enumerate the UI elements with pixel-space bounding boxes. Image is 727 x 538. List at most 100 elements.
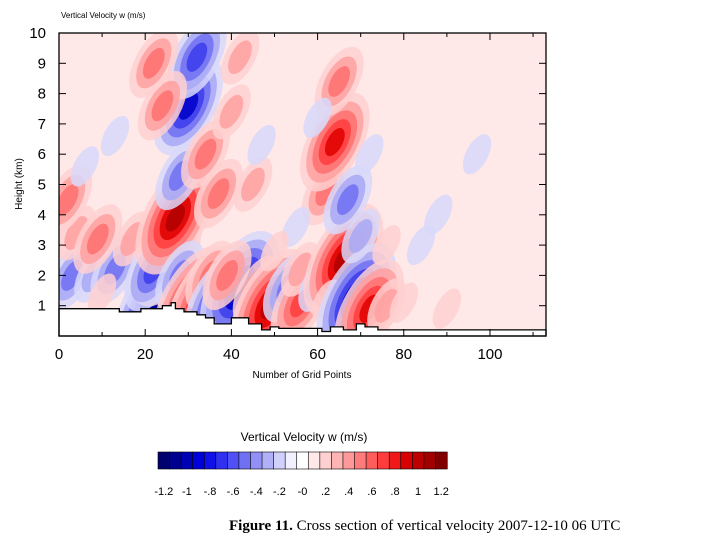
velocity-cell-54: [424, 194, 453, 235]
colorbar-title: Vertical Velocity w (m/s): [241, 430, 368, 444]
y-tick-label: 2: [38, 267, 46, 284]
x-tick-label: 20: [137, 346, 154, 363]
velocity-cell-20: [216, 259, 238, 291]
figure-caption: Figure 11. Cross section of vertical vel…: [229, 518, 620, 534]
colorbar-cell: [342, 451, 356, 470]
colorbar-cell: [284, 451, 298, 470]
velocity-cell-35: [186, 42, 208, 72]
velocity-cell-41: [219, 94, 244, 129]
velocity-cell-38: [142, 47, 165, 79]
velocity-cell-55: [462, 134, 492, 175]
velocity-cell-47: [328, 66, 350, 97]
caption-label: Figure 11.: [229, 518, 293, 534]
velocity-cell-39: [194, 138, 217, 170]
velocity-cell-40: [207, 178, 230, 210]
velocity-cell-51: [348, 219, 373, 253]
x-tick-label: 100: [477, 346, 502, 363]
x-tick-label: 0: [55, 346, 63, 363]
colorbar-tick-label: -.4: [250, 486, 263, 498]
velocity-cell-44: [247, 124, 276, 166]
velocity-cell-7: [59, 184, 79, 216]
colorbar-cell: [180, 451, 194, 470]
velocity-cell-48: [303, 97, 332, 138]
colorbar-cell: [423, 451, 437, 470]
colorbar-tick-label: -1: [182, 486, 192, 498]
colorbar-tick-label: 1.2: [434, 486, 449, 498]
y-tick-label: 6: [38, 146, 46, 163]
x-tick-label: 60: [309, 346, 326, 363]
colorbar-labels: -1.2 -1 -.8 -.6 -.4 -.2 -0 .2 .4 .6 .8 1 1.2: [154, 486, 449, 498]
y-tick-label: 8: [38, 86, 46, 103]
velocity-cell-25: [288, 252, 313, 287]
velocity-cell-13: [165, 204, 186, 232]
colorbar-cell: [238, 451, 252, 470]
velocity-cell-53: [406, 225, 436, 266]
velocity-cell-5: [86, 223, 109, 255]
y-tick-label: 7: [38, 116, 46, 133]
y-tick-label: 10: [29, 25, 46, 42]
velocity-cell-4: [64, 216, 89, 250]
colorbar-cell: [435, 451, 448, 470]
colorbar-tick-label: .6: [367, 486, 376, 498]
velocity-cell-34: [178, 91, 199, 120]
colorbar-tick-label: -.6: [227, 486, 240, 498]
colorbar-tick-label: -1.2: [154, 486, 173, 498]
colorbar-cell: [354, 451, 367, 470]
colorbar: Vertical Velocity w (m/s) -1.2 -1 -.8 -.6 -.…: [154, 430, 449, 498]
x-axis: 0 20 40 60 80 100: [55, 33, 534, 363]
colorbar-tick-label: 1: [415, 486, 421, 498]
velocity-cell-31: [374, 288, 399, 323]
x-tick-label: 80: [395, 346, 412, 363]
colorbar-tick-label: .2: [321, 486, 330, 498]
colorbar-tick-label: .4: [344, 486, 353, 498]
velocity-cell-57: [260, 231, 289, 272]
terrain-outline: [58, 302, 547, 337]
colorbar-cell: [215, 451, 228, 470]
y-tick-label: 4: [38, 207, 46, 224]
colorbar-cell: [273, 451, 286, 470]
colorbar-tick-label: -.2: [273, 486, 286, 498]
velocity-cell-50: [355, 134, 384, 175]
velocity-cell-3: [87, 273, 117, 314]
y-tick-label: 1: [38, 298, 46, 315]
colorbar-cell: [227, 451, 240, 470]
y-tick-label: 5: [38, 177, 46, 194]
velocity-cell-32: [389, 282, 418, 323]
colorbar-cell: [203, 451, 217, 470]
velocity-cell-37: [151, 90, 174, 122]
y-axis: 1 2 3 4 5 6 7 8 9 10: [29, 25, 546, 315]
colorbar-cell: [400, 451, 413, 470]
colorbar-tick-label: -.8: [204, 486, 217, 498]
velocity-cell-9: [100, 115, 130, 157]
colorbar-cell: [331, 451, 344, 470]
plot-area: [58, 32, 547, 337]
y-tick-label: 3: [38, 237, 46, 254]
y-tick-label: 9: [38, 55, 46, 72]
velocity-cell-49: [336, 184, 359, 216]
velocity-cell-8: [70, 146, 100, 187]
colorbar-cell: [169, 451, 182, 470]
velocity-cell-56: [281, 206, 311, 248]
velocity-cell-42: [228, 40, 252, 75]
colorbar-cell: [412, 451, 425, 470]
colorbar-cell: [377, 451, 390, 470]
velocity-cell-43: [241, 167, 265, 202]
x-axis-title: Number of Grid Points: [253, 370, 352, 381]
colorbar-cells: [157, 451, 448, 470]
colorbar-cell: [157, 451, 171, 470]
colorbar-tick-label: -0: [298, 486, 308, 498]
plot-title: Vertical Velocity w (m/s): [61, 11, 146, 20]
colorbar-cell: [250, 451, 263, 470]
x-tick-label: 40: [223, 346, 240, 363]
velocity-cell-46: [324, 128, 345, 157]
y-axis-title: Height (km): [14, 158, 25, 210]
caption-text: Cross section of vertical velocity 2007-…: [293, 518, 620, 534]
velocity-field: [59, 33, 492, 336]
colorbar-cell: [319, 451, 332, 470]
velocity-cell-33: [432, 288, 462, 329]
colorbar-cell: [365, 451, 379, 470]
colorbar-tick-label: .8: [390, 486, 399, 498]
colorbar-cell: [261, 451, 275, 470]
colorbar-cell: [296, 451, 309, 470]
